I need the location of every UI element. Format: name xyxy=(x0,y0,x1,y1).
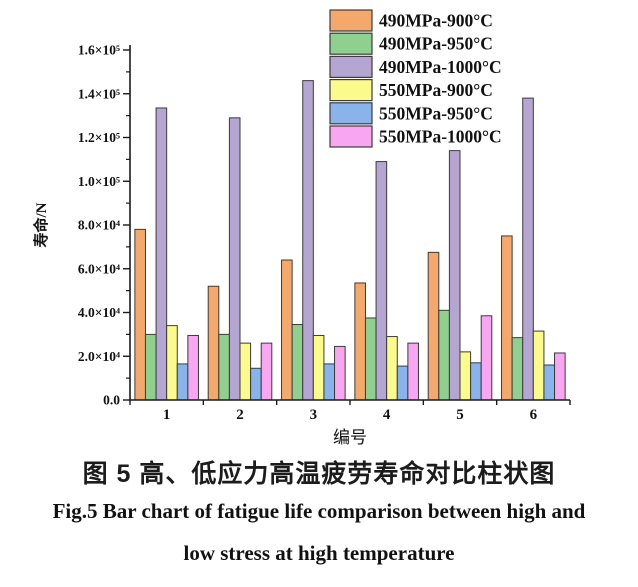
bar-550MPa-1000°C-group3 xyxy=(334,345,346,401)
y-tick-label: 1.0×10⁵ xyxy=(78,174,120,189)
legend-swatch-550MPa-950°C xyxy=(329,102,373,125)
bar-550MPa-1000°C-group2 xyxy=(260,342,273,401)
x-tick-label: 6 xyxy=(530,407,538,423)
bar-550MPa-900°C-group1 xyxy=(166,325,178,401)
bar-490MPa-1000°C-group5 xyxy=(448,150,461,401)
x-axis-title: 编号 xyxy=(333,428,367,447)
bar-550MPa-900°C-group3 xyxy=(312,334,325,401)
bar-490MPa-950°C-group6 xyxy=(511,337,524,401)
bar-490MPa-950°C-group5 xyxy=(438,309,450,401)
bar-490MPa-900°C-group4 xyxy=(354,282,366,401)
bar-550MPa-1000°C-group6 xyxy=(554,352,566,401)
x-tick-label: 4 xyxy=(383,407,391,423)
x-tick-label: 2 xyxy=(236,407,244,423)
bar-550MPa-950°C-group3 xyxy=(323,363,336,401)
bar-490MPa-950°C-group1 xyxy=(144,333,157,401)
y-axis-title: 寿命/N xyxy=(32,202,50,247)
bar-550MPa-900°C-group4 xyxy=(386,336,398,401)
legend-label: 550MPa-950°C xyxy=(379,103,493,123)
y-tick-label: 1.4×10⁵ xyxy=(78,86,120,101)
fatigue-bar-chart: 0.0 2.0×10⁴ 4.0×10⁴ 6.0×10⁴ 8.0×10⁴ 1.0×10⁵ 1.… xyxy=(32,9,571,447)
bar-550MPa-950°C-group6 xyxy=(543,364,556,401)
y-tick-label: 8.0×10⁴ xyxy=(78,218,120,233)
x-tick-label: 5 xyxy=(456,407,464,423)
y-tick-label: 1.2×10⁵ xyxy=(78,130,120,145)
y-tick-label: 1.6×10⁵ xyxy=(78,43,120,58)
legend-label: 550MPa-1000°C xyxy=(379,127,502,147)
legend-label: 550MPa-900°C xyxy=(379,80,493,100)
figure-caption-chinese: 图 5 高、低应力高温疲劳寿命对比柱状图 xyxy=(82,460,556,488)
legend-label: 490MPa-1000°C xyxy=(379,57,502,77)
legend-swatch-550MPa-1000°C xyxy=(329,125,373,148)
y-tick-label: 2.0×10⁴ xyxy=(78,349,120,364)
y-tick-label: 0.0 xyxy=(103,393,120,408)
bar-550MPa-950°C-group5 xyxy=(470,362,482,401)
bar-550MPa-1000°C-group5 xyxy=(480,315,493,401)
bar-490MPa-900°C-group6 xyxy=(501,235,513,401)
y-tick-label: 4.0×10⁴ xyxy=(78,305,120,320)
bar-490MPa-900°C-group5 xyxy=(427,251,440,401)
legend-label: 490MPa-900°C xyxy=(379,11,493,31)
bar-490MPa-900°C-group2 xyxy=(207,285,220,401)
bar-490MPa-1000°C-group1 xyxy=(155,107,168,401)
bar-490MPa-1000°C-group4 xyxy=(375,161,388,401)
bar-490MPa-1000°C-group2 xyxy=(228,117,241,401)
x-tick-label: 3 xyxy=(310,407,318,423)
bar-550MPa-950°C-group2 xyxy=(250,367,262,401)
bar-550MPa-950°C-group4 xyxy=(396,365,409,401)
bar-490MPa-950°C-group2 xyxy=(218,333,230,401)
legend-swatch-550MPa-900°C xyxy=(329,78,373,102)
y-tick-label: 6.0×10⁴ xyxy=(78,261,120,276)
bar-550MPa-950°C-group1 xyxy=(176,363,189,401)
bar-490MPa-950°C-group3 xyxy=(291,324,304,401)
bar-550MPa-1000°C-group1 xyxy=(187,334,199,401)
bar-550MPa-900°C-group6 xyxy=(532,330,545,401)
bar-550MPa-900°C-group2 xyxy=(239,342,252,401)
bar-490MPa-1000°C-group6 xyxy=(522,97,534,401)
legend-swatch-490MPa-1000°C xyxy=(329,55,373,79)
bar-490MPa-1000°C-group3 xyxy=(302,80,314,401)
bar-490MPa-950°C-group4 xyxy=(364,317,377,401)
legend-label: 490MPa-950°C xyxy=(379,34,493,54)
figure-caption-english-line2: low stress at high temperature xyxy=(183,541,455,565)
legend-swatch-490MPa-900°C xyxy=(329,9,373,32)
bar-490MPa-900°C-group3 xyxy=(281,259,293,401)
bar-550MPa-1000°C-group4 xyxy=(407,342,419,401)
x-tick-label: 1 xyxy=(163,407,171,423)
bar-490MPa-900°C-group1 xyxy=(134,228,146,401)
figure-caption-english-line1: Fig.5 Bar chart of fatigue life comparis… xyxy=(52,499,586,523)
bar-550MPa-900°C-group5 xyxy=(459,351,472,401)
legend-swatch-490MPa-950°C xyxy=(329,32,373,55)
